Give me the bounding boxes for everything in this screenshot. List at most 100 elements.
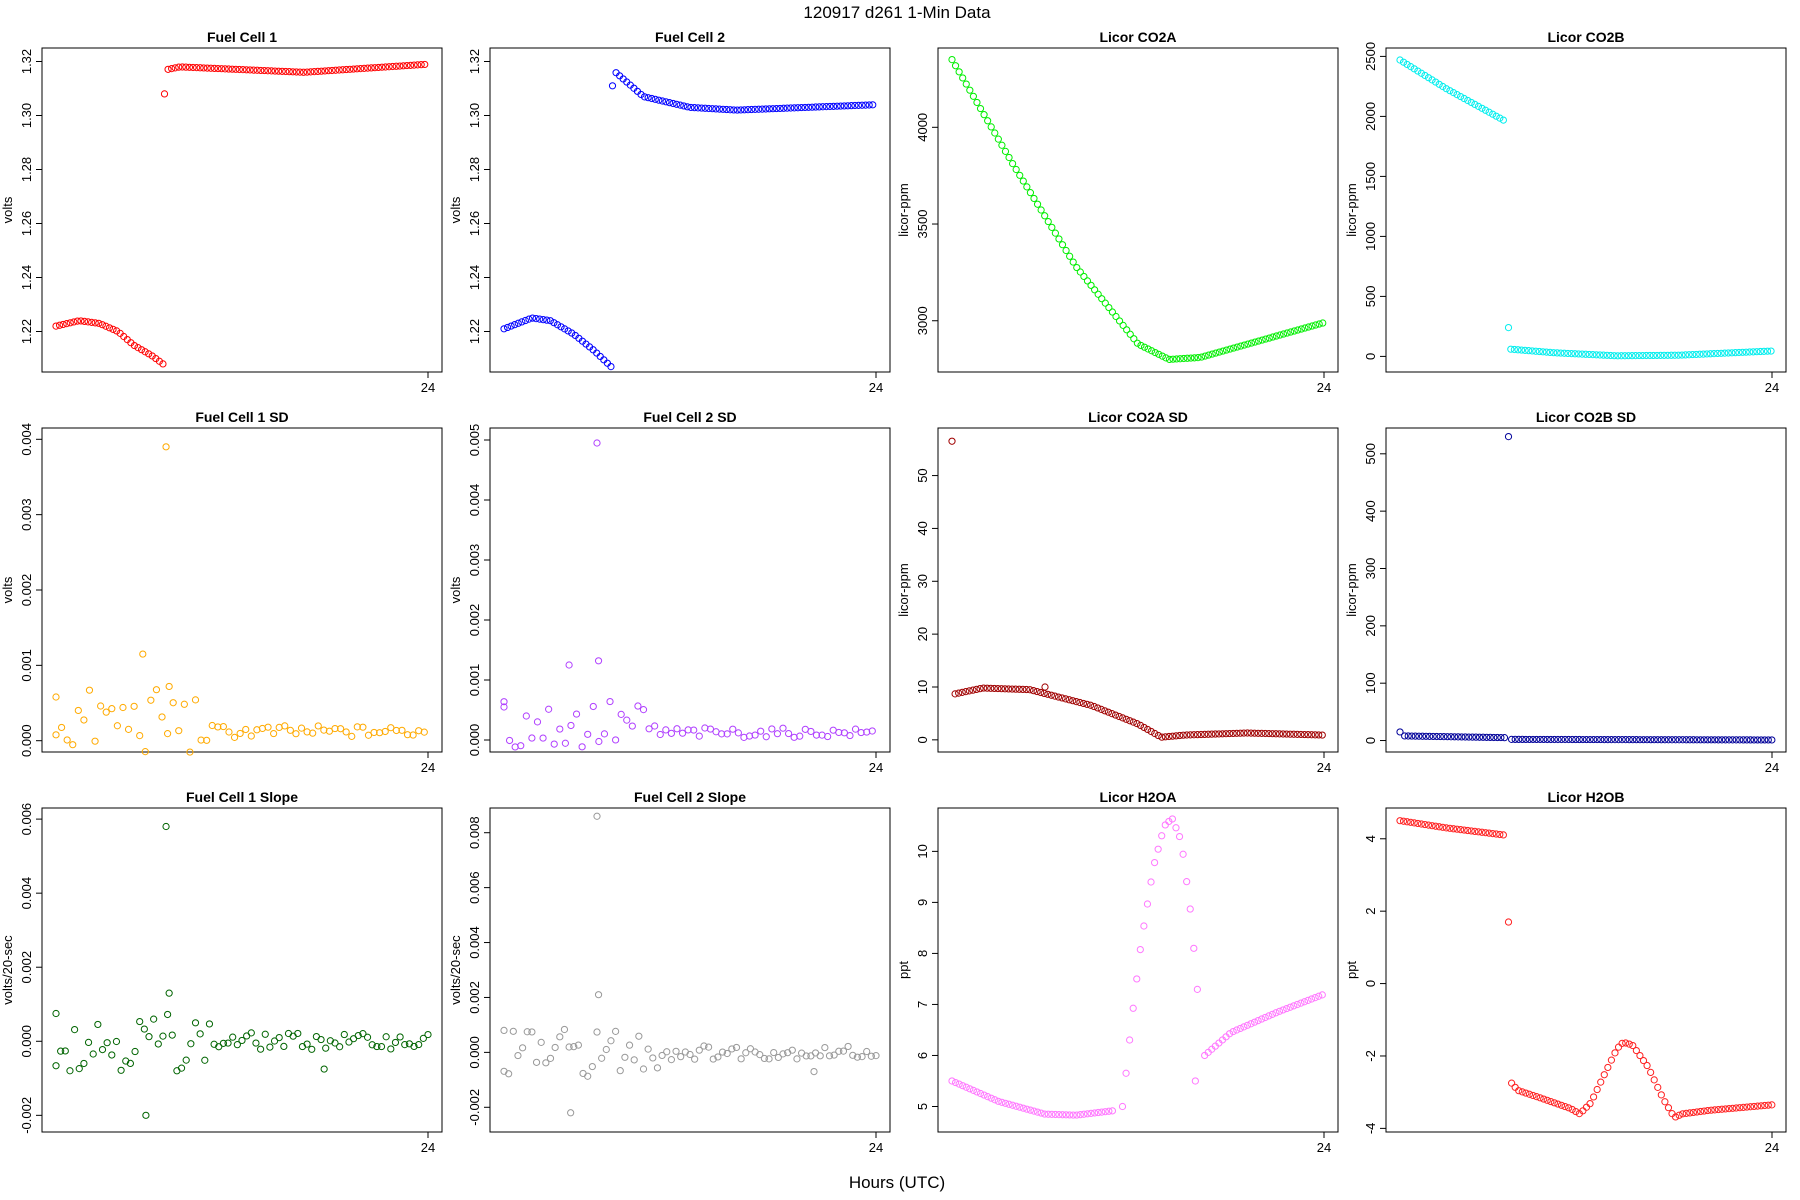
data-point	[1019, 685, 1027, 694]
data-point	[1492, 830, 1500, 838]
data-point	[1211, 730, 1219, 738]
data-point	[1760, 347, 1768, 355]
data-point	[286, 726, 294, 734]
data-point	[1147, 727, 1155, 736]
data-point	[808, 103, 816, 111]
data-point	[1080, 1110, 1088, 1118]
data-point	[340, 1030, 348, 1039]
data-point	[1396, 56, 1404, 64]
data-point	[980, 684, 988, 692]
data-point	[1009, 160, 1017, 168]
data-point	[567, 721, 575, 730]
data-point	[1283, 1004, 1291, 1013]
data-point	[57, 723, 66, 732]
data-point	[1546, 348, 1554, 356]
data-point	[1312, 321, 1320, 329]
data-point	[1243, 729, 1252, 737]
data-point	[52, 1062, 60, 1070]
data-point	[718, 730, 726, 738]
data-point	[1728, 349, 1736, 357]
data-point	[1492, 112, 1500, 120]
y-tick-label: 0.000	[467, 1036, 482, 1069]
y-tick-label: 1.24	[19, 265, 34, 290]
data-point	[997, 685, 1006, 693]
data-point	[1098, 295, 1106, 303]
data-point	[1742, 348, 1750, 356]
data-point	[1522, 735, 1530, 744]
data-point	[1746, 1103, 1755, 1111]
data-point	[320, 1065, 328, 1073]
data-point	[829, 102, 838, 110]
data-point	[336, 725, 345, 733]
data-point	[1618, 1039, 1626, 1047]
data-point	[797, 103, 806, 112]
data-point	[292, 68, 301, 76]
data-point	[758, 105, 766, 113]
data-point	[162, 443, 170, 451]
y-tick-label: 0.002	[19, 574, 34, 607]
data-point	[755, 105, 763, 113]
data-point	[294, 1029, 302, 1038]
data-point	[557, 323, 565, 331]
data-point	[80, 1059, 88, 1068]
data-point	[705, 1043, 713, 1051]
data-point	[242, 66, 251, 74]
data-point	[1183, 354, 1191, 362]
data-point	[807, 1052, 815, 1060]
data-point	[1019, 177, 1027, 185]
data-point	[1026, 686, 1034, 694]
data-point	[1140, 343, 1149, 351]
data-point	[317, 67, 325, 75]
data-point	[840, 729, 848, 737]
data-point	[264, 723, 272, 731]
data-point	[1407, 63, 1415, 71]
data-point	[1738, 348, 1747, 356]
x-tick-label: 24	[1765, 760, 1779, 775]
data-point	[1485, 829, 1493, 837]
data-point	[191, 1019, 200, 1027]
data-point	[1126, 717, 1134, 725]
data-point	[381, 727, 389, 736]
data-point	[669, 99, 677, 108]
data-point	[584, 730, 592, 738]
x-tick-label: 24	[1765, 1140, 1779, 1155]
data-points	[948, 56, 1327, 363]
data-point	[793, 1055, 801, 1063]
data-point	[617, 710, 625, 718]
data-point	[1753, 348, 1761, 356]
data-point	[811, 1049, 820, 1057]
data-point	[844, 1042, 852, 1051]
data-point	[1753, 1102, 1762, 1110]
x-tick-label: 24	[869, 760, 883, 775]
data-point	[572, 710, 581, 718]
data-point	[1041, 683, 1049, 691]
data-point	[1414, 67, 1422, 75]
data-point	[1083, 1110, 1092, 1118]
data-point	[514, 319, 522, 327]
data-point	[1030, 194, 1038, 203]
data-point	[1421, 820, 1429, 829]
data-point	[85, 686, 94, 694]
data-point	[1129, 718, 1137, 726]
data-point	[1510, 345, 1518, 354]
y-axis-label: licor-ppm	[896, 563, 911, 616]
y-tick-label: 300	[1363, 558, 1378, 580]
data-point	[414, 61, 422, 69]
data-point	[1287, 328, 1295, 336]
data-point	[381, 63, 390, 71]
data-point	[349, 65, 358, 73]
data-point	[1001, 1099, 1010, 1107]
data-point	[322, 1044, 330, 1052]
data-point	[321, 67, 329, 75]
data-point	[314, 722, 322, 730]
x-tick-label: 24	[869, 1140, 883, 1155]
data-point	[511, 321, 519, 329]
data-point	[525, 315, 533, 323]
data-point	[1297, 999, 1305, 1007]
data-point	[1016, 1103, 1024, 1111]
data-point	[1714, 1105, 1722, 1114]
data-point	[684, 726, 692, 734]
data-point	[1250, 1018, 1259, 1026]
data-point	[126, 1059, 134, 1068]
data-point	[1572, 1107, 1580, 1116]
